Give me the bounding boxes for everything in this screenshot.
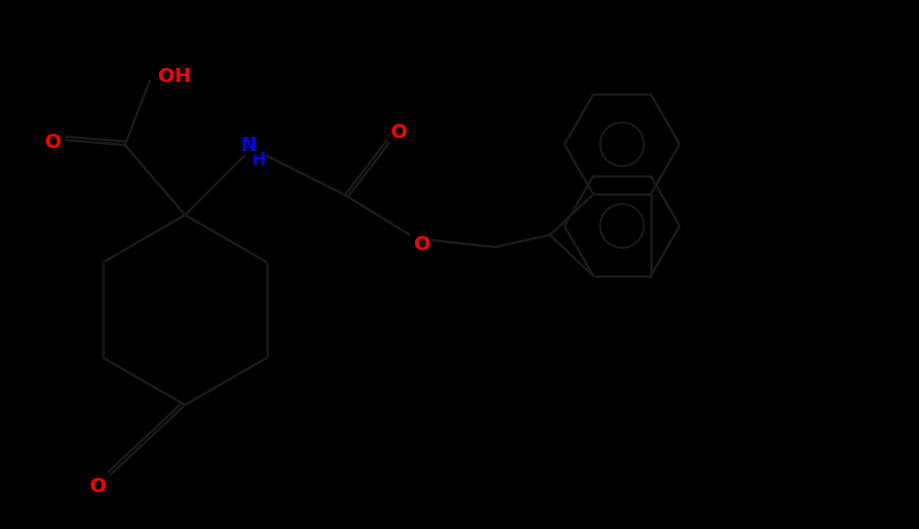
- Text: O: O: [45, 132, 62, 151]
- Text: O: O: [89, 478, 107, 497]
- Text: N: N: [240, 135, 255, 154]
- Text: O: O: [414, 235, 430, 254]
- Text: H: H: [251, 151, 265, 169]
- Text: OH: OH: [157, 67, 190, 86]
- Text: O: O: [391, 123, 407, 141]
